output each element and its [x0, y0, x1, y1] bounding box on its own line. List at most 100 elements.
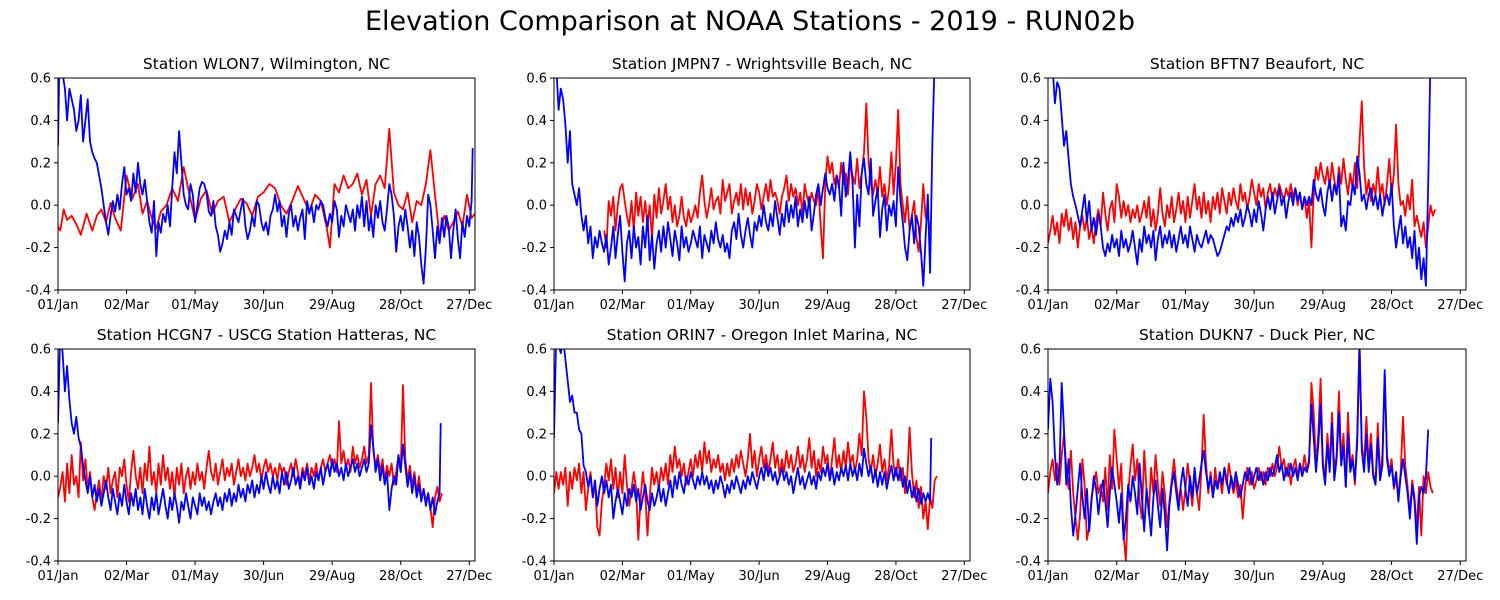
- y-tick-label: 0.2: [1020, 156, 1041, 171]
- y-tick-label: 0.2: [526, 156, 547, 171]
- series-line-red: [58, 128, 475, 249]
- panel-4: Station HCGN7 - USCG Station Hatteras, N…: [26, 326, 493, 584]
- x-tick-label: 01/Jan: [38, 569, 79, 584]
- y-tick-label: -0.2: [1016, 241, 1041, 256]
- panel-title: Station HCGN7 - USCG Station Hatteras, N…: [97, 326, 436, 344]
- series-line-red: [1048, 349, 1434, 561]
- x-tick-label: 30/Jun: [739, 298, 780, 313]
- y-tick-label: 0.4: [526, 385, 547, 400]
- y-tick-label: -0.2: [522, 512, 547, 527]
- y-tick-label: 0.0: [526, 470, 547, 485]
- y-tick-label: 0.0: [30, 470, 51, 485]
- x-tick-label: 29/Aug: [804, 298, 850, 313]
- series-line-blue: [58, 349, 442, 524]
- series-line-red: [58, 382, 443, 528]
- x-tick-label: 28/Oct: [874, 298, 917, 313]
- y-tick-label: -0.2: [26, 241, 51, 256]
- x-tick-label: 02/Mar: [1094, 298, 1140, 313]
- x-tick-label: 01/May: [667, 298, 715, 313]
- y-tick-label: 0.6: [1020, 72, 1041, 87]
- series-line-red: [554, 390, 938, 541]
- x-tick-label: 28/Oct: [379, 569, 422, 584]
- y-tick-label: 0.4: [1020, 114, 1041, 129]
- y-tick-label: -0.4: [26, 284, 51, 299]
- x-tick-label: 28/Oct: [874, 569, 917, 584]
- x-tick-label: 27/Dec: [1437, 569, 1483, 584]
- y-tick-label: 0.2: [1020, 427, 1041, 442]
- y-tick-label: -0.4: [522, 284, 547, 299]
- y-tick-label: 0.6: [1020, 343, 1041, 358]
- x-tick-label: 29/Aug: [804, 569, 850, 584]
- y-tick-label: 0.6: [526, 72, 547, 87]
- x-tick-label: 29/Aug: [1300, 298, 1346, 313]
- x-tick-label: 02/Mar: [600, 298, 646, 313]
- figure-title: Elevation Comparison at NOAA Stations - …: [364, 6, 1135, 37]
- y-tick-label: 0.4: [526, 114, 547, 129]
- y-tick-label: -0.4: [26, 555, 51, 570]
- x-tick-label: 30/Jun: [1234, 569, 1275, 584]
- y-tick-label: -0.4: [522, 555, 547, 570]
- series-line-blue: [1048, 78, 1432, 287]
- x-tick-label: 27/Dec: [446, 569, 492, 584]
- y-tick-label: 0.4: [30, 114, 51, 129]
- panel-title: Station BFTN7 Beaufort, NC: [1150, 55, 1364, 73]
- x-tick-label: 01/Jan: [534, 569, 575, 584]
- x-tick-label: 30/Jun: [739, 569, 780, 584]
- panel-3: Station BFTN7 Beaufort, NC -0.4 -0.2 0.0 0.2…: [1016, 55, 1484, 313]
- y-tick-label: 0.0: [1020, 470, 1041, 485]
- x-tick-label: 01/May: [1162, 298, 1210, 313]
- x-tick-label: 01/Jan: [1028, 298, 1069, 313]
- y-tick-label: 0.2: [30, 156, 51, 171]
- y-tick-label: 0.2: [30, 427, 51, 442]
- panel-title: Station JMPN7 - Wrightsville Beach, NC: [612, 55, 912, 73]
- panel-1: Station WLON7, Wilmington, NC -0.4 -0.2 0.0…: [26, 55, 493, 313]
- x-tick-label: 01/Jan: [534, 298, 575, 313]
- x-tick-label: 29/Aug: [1300, 569, 1346, 584]
- y-tick-label: -0.4: [1016, 555, 1041, 570]
- x-tick-label: 30/Jun: [243, 569, 284, 584]
- panel-6: Station DUKN7 - Duck Pier, NC -0.4 -0.2 0.0…: [1016, 326, 1484, 584]
- x-tick-label: 02/Mar: [104, 298, 150, 313]
- x-tick-label: 02/Mar: [104, 569, 150, 584]
- y-tick-label: 0.6: [526, 343, 547, 358]
- y-tick-label: 0.0: [526, 199, 547, 214]
- x-tick-label: 01/May: [1162, 569, 1210, 584]
- x-tick-label: 28/Oct: [1370, 569, 1413, 584]
- x-tick-label: 27/Dec: [1437, 298, 1483, 313]
- y-tick-label: -0.2: [522, 241, 547, 256]
- x-tick-label: 30/Jun: [1234, 298, 1275, 313]
- y-tick-label: 0.4: [30, 385, 51, 400]
- x-tick-label: 28/Oct: [1370, 298, 1413, 313]
- x-tick-label: 27/Dec: [941, 298, 987, 313]
- x-tick-label: 01/Jan: [38, 298, 79, 313]
- y-tick-label: 0.4: [1020, 385, 1041, 400]
- x-tick-label: 29/Aug: [309, 569, 355, 584]
- series-line-blue: [555, 78, 936, 287]
- x-tick-label: 27/Dec: [941, 569, 987, 584]
- x-tick-label: 02/Mar: [1094, 569, 1140, 584]
- axes-frame: [553, 77, 971, 291]
- x-tick-label: 01/Jan: [1028, 569, 1069, 584]
- series-line-blue: [554, 349, 933, 520]
- x-tick-label: 02/Mar: [600, 569, 646, 584]
- panel-5: Station ORIN7 - Oregon Inlet Marina, NC -…: [522, 326, 988, 584]
- series-line-blue: [58, 78, 474, 285]
- x-tick-label: 28/Oct: [379, 298, 422, 313]
- y-tick-label: -0.2: [1016, 512, 1041, 527]
- y-tick-label: 0.2: [526, 427, 547, 442]
- x-tick-label: 01/May: [667, 569, 715, 584]
- panel-title: Station DUKN7 - Duck Pier, NC: [1139, 326, 1375, 344]
- y-tick-label: 0.6: [30, 343, 51, 358]
- series-line-red: [1048, 100, 1436, 249]
- axes-frame: [57, 348, 476, 562]
- x-tick-label: 01/May: [171, 298, 219, 313]
- panel-2: Station JMPN7 - Wrightsville Beach, NC -0…: [522, 55, 988, 313]
- x-tick-label: 27/Dec: [446, 298, 492, 313]
- series-line-red: [603, 102, 931, 260]
- x-tick-label: 30/Jun: [243, 298, 284, 313]
- y-tick-label: -0.4: [1016, 284, 1041, 299]
- y-tick-label: 0.0: [1020, 199, 1041, 214]
- panel-title: Station WLON7, Wilmington, NC: [143, 55, 390, 73]
